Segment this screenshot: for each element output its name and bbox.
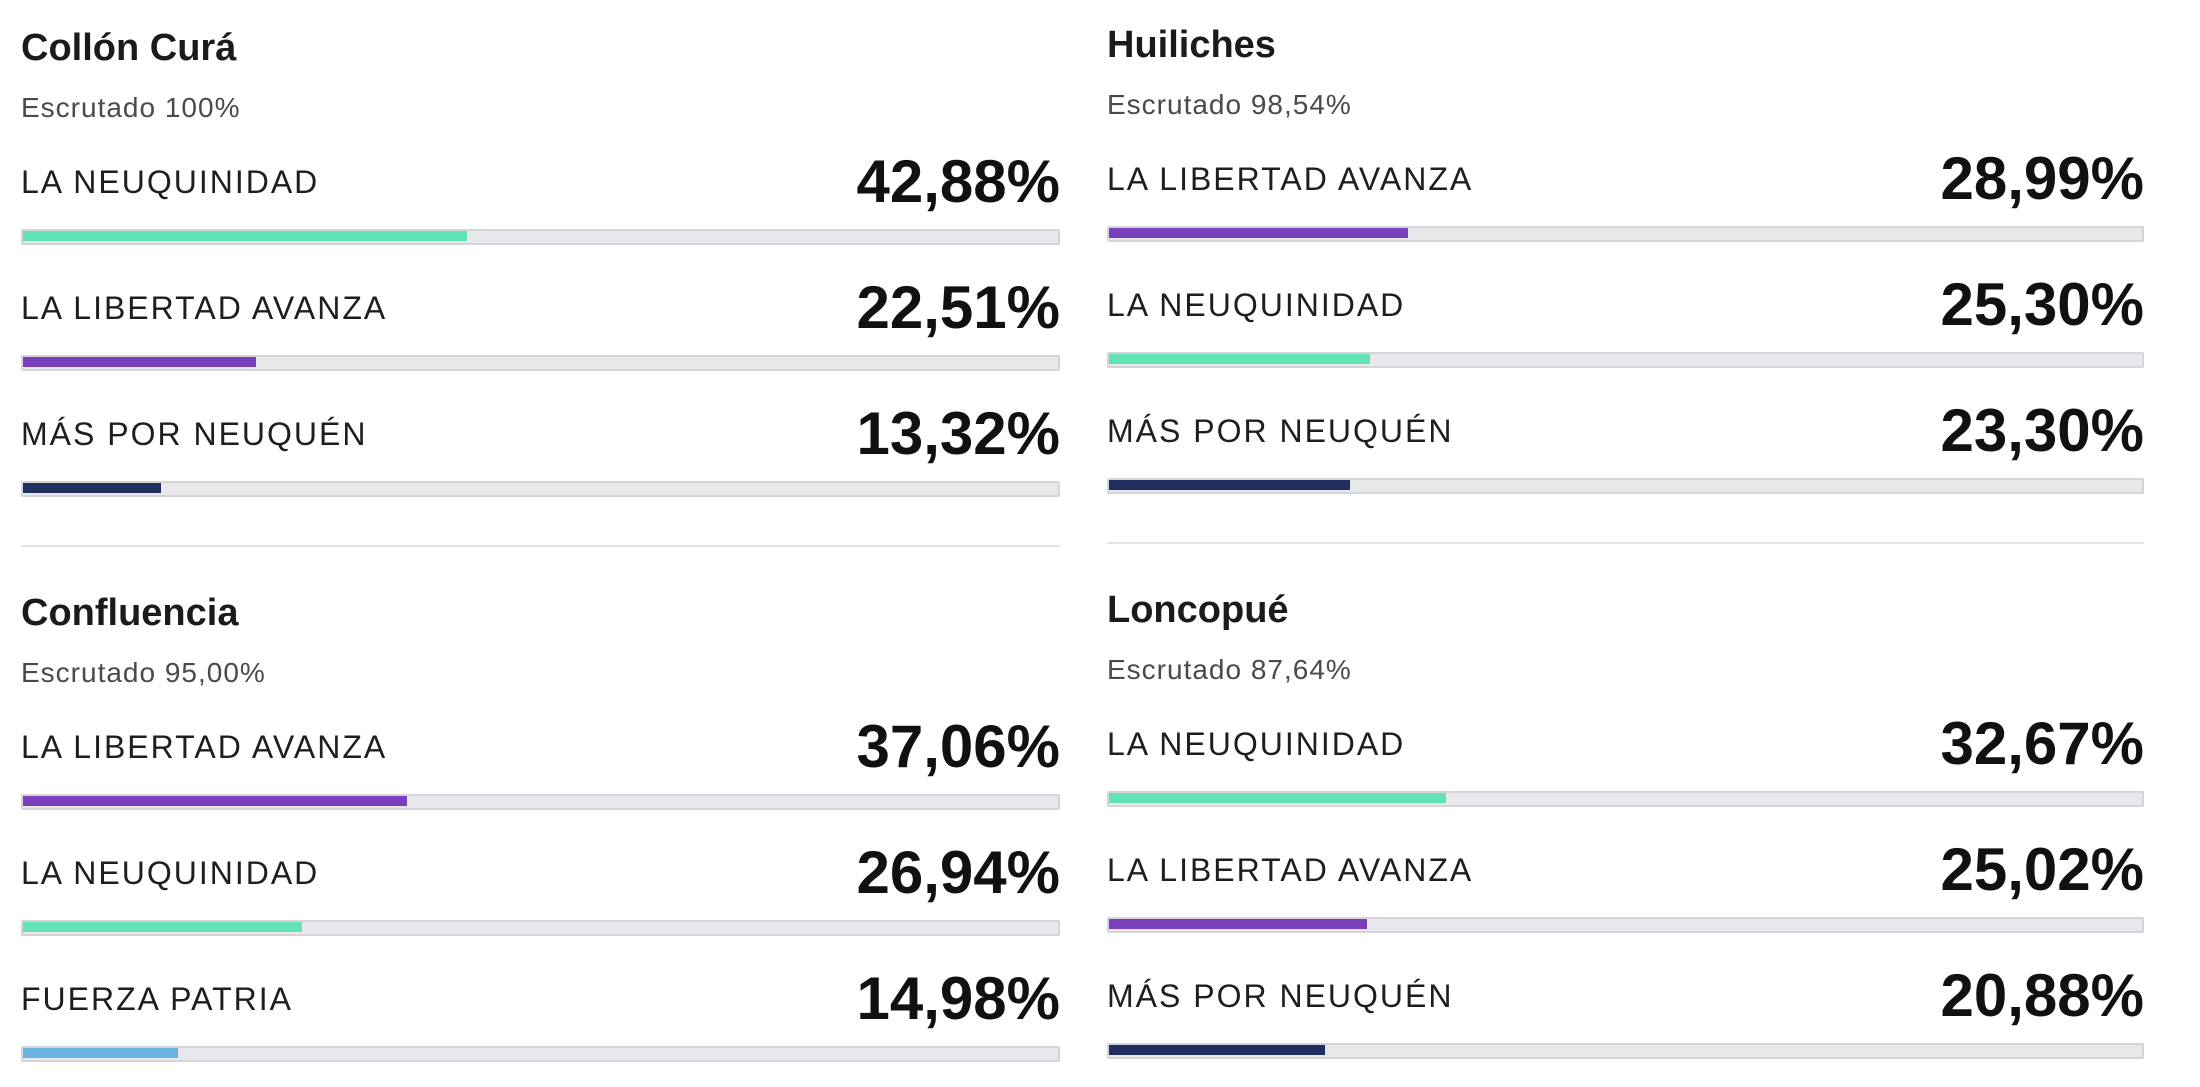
result-row: LA LIBERTAD AVANZA 37,06% <box>21 715 1060 810</box>
result-header: LA NEUQUINIDAD 32,67% <box>1107 712 2144 776</box>
result-bar-track <box>21 1046 1060 1062</box>
result-row: LA LIBERTAD AVANZA 25,02% <box>1107 838 2144 933</box>
result-bar-track <box>21 481 1060 497</box>
result-row: LA NEUQUINIDAD 25,30% <box>1107 273 2144 368</box>
result-bar-fill <box>23 922 302 932</box>
result-bar-fill <box>1109 1045 1325 1055</box>
section-divider <box>1107 542 2144 544</box>
party-name: LA LIBERTAD AVANZA <box>1107 851 1474 888</box>
result-row: LA NEUQUINIDAD 42,88% <box>21 150 1060 245</box>
result-header: LA LIBERTAD AVANZA 28,99% <box>1107 147 2144 211</box>
region-title: Loncopué <box>1107 589 1289 631</box>
result-header: MÁS POR NEUQUÉN 23,30% <box>1107 399 2144 463</box>
result-row: FUERZA PATRIA 14,98% <box>21 967 1060 1062</box>
result-bar-fill <box>1109 919 1368 929</box>
party-name: LA LIBERTAD AVANZA <box>21 728 388 765</box>
result-bar-fill <box>23 357 256 367</box>
result-bar-track <box>1107 791 2144 807</box>
region-title: Collón Curá <box>21 27 237 69</box>
party-name: LA NEUQUINIDAD <box>21 854 320 891</box>
result-row: MÁS POR NEUQUÉN 23,30% <box>1107 399 2144 494</box>
result-header: LA NEUQUINIDAD 42,88% <box>21 150 1060 214</box>
result-header: LA LIBERTAD AVANZA 22,51% <box>21 276 1060 340</box>
result-bar-fill <box>1109 480 1350 490</box>
result-bar-track <box>21 794 1060 810</box>
escrutado-label: Escrutado 95,00% <box>21 657 266 688</box>
region-confluencia: Confluencia Escrutado 95,00% LA LIBERTAD… <box>21 591 1060 1062</box>
vote-percentage: 22,51% <box>856 274 1061 341</box>
result-bar-fill <box>1109 354 1371 364</box>
region-huiliches: Huiliches Escrutado 98,54% LA LIBERTAD A… <box>1107 23 2144 494</box>
result-bar-track <box>1107 478 2144 494</box>
vote-percentage: 25,30% <box>1940 271 2145 338</box>
party-name: LA LIBERTAD AVANZA <box>21 289 388 326</box>
vote-percentage: 26,94% <box>856 839 1061 906</box>
region-loncopue: Loncopué Escrutado 87,64% LA NEUQUINIDAD… <box>1107 588 2144 1059</box>
vote-percentage: 25,02% <box>1940 836 2145 903</box>
party-name: LA NEUQUINIDAD <box>21 163 320 200</box>
results-list: LA NEUQUINIDAD 42,88% LA LIBERTAD AVANZA… <box>21 150 1060 497</box>
result-row: MÁS POR NEUQUÉN 20,88% <box>1107 964 2144 1059</box>
vote-percentage: 20,88% <box>1940 962 2145 1029</box>
result-bar-fill <box>23 796 407 806</box>
results-list: LA NEUQUINIDAD 32,67% LA LIBERTAD AVANZA… <box>1107 712 2144 1059</box>
result-row: LA NEUQUINIDAD 32,67% <box>1107 712 2144 807</box>
result-header: LA NEUQUINIDAD 25,30% <box>1107 273 2144 337</box>
party-name: LA NEUQUINIDAD <box>1107 286 1406 323</box>
vote-percentage: 42,88% <box>856 148 1061 215</box>
results-list: LA LIBERTAD AVANZA 28,99% LA NEUQUINIDAD… <box>1107 147 2144 494</box>
results-list: LA LIBERTAD AVANZA 37,06% LA NEUQUINIDAD… <box>21 715 1060 1062</box>
result-row: MÁS POR NEUQUÉN 13,32% <box>21 402 1060 497</box>
result-bar-fill <box>23 483 161 493</box>
results-column-right: Huiliches Escrutado 98,54% LA LIBERTAD A… <box>1107 23 2144 1059</box>
party-name: FUERZA PATRIA <box>21 980 293 1017</box>
vote-percentage: 37,06% <box>856 713 1061 780</box>
party-name: MÁS POR NEUQUÉN <box>21 415 368 452</box>
vote-percentage: 13,32% <box>856 400 1061 467</box>
escrutado-label: Escrutado 100% <box>21 92 241 123</box>
party-name: LA LIBERTAD AVANZA <box>1107 160 1474 197</box>
vote-percentage: 28,99% <box>1940 145 2145 212</box>
vote-percentage: 14,98% <box>856 965 1061 1032</box>
result-header: MÁS POR NEUQUÉN 20,88% <box>1107 964 2144 1028</box>
section-divider <box>21 545 1060 547</box>
result-row: LA LIBERTAD AVANZA 22,51% <box>21 276 1060 371</box>
result-bar-fill <box>1109 228 1409 238</box>
result-bar-fill <box>23 231 467 241</box>
result-bar-track <box>21 229 1060 245</box>
region-title: Huiliches <box>1107 24 1276 66</box>
escrutado-label: Escrutado 98,54% <box>1107 89 1352 120</box>
result-bar-track <box>1107 226 2144 242</box>
party-name: MÁS POR NEUQUÉN <box>1107 412 1454 449</box>
result-bar-track <box>21 920 1060 936</box>
result-header: MÁS POR NEUQUÉN 13,32% <box>21 402 1060 466</box>
result-row: LA LIBERTAD AVANZA 28,99% <box>1107 147 2144 242</box>
vote-percentage: 32,67% <box>1940 710 2145 777</box>
region-title: Confluencia <box>21 592 239 634</box>
result-header: LA NEUQUINIDAD 26,94% <box>21 841 1060 905</box>
result-header: LA LIBERTAD AVANZA 37,06% <box>21 715 1060 779</box>
result-bar-track <box>21 355 1060 371</box>
party-name: MÁS POR NEUQUÉN <box>1107 977 1454 1014</box>
result-row: LA NEUQUINIDAD 26,94% <box>21 841 1060 936</box>
result-bar-track <box>1107 1043 2144 1059</box>
region-collon-cura: Collón Curá Escrutado 100% LA NEUQUINIDA… <box>21 26 1060 497</box>
result-bar-fill <box>1109 793 1447 803</box>
result-bar-track <box>1107 352 2144 368</box>
result-header: FUERZA PATRIA 14,98% <box>21 967 1060 1031</box>
result-header: LA LIBERTAD AVANZA 25,02% <box>1107 838 2144 902</box>
vote-percentage: 23,30% <box>1940 397 2145 464</box>
results-column-left: Collón Curá Escrutado 100% LA NEUQUINIDA… <box>21 26 1060 1062</box>
escrutado-label: Escrutado 87,64% <box>1107 654 1352 685</box>
party-name: LA NEUQUINIDAD <box>1107 725 1406 762</box>
result-bar-fill <box>23 1048 179 1058</box>
result-bar-track <box>1107 917 2144 933</box>
